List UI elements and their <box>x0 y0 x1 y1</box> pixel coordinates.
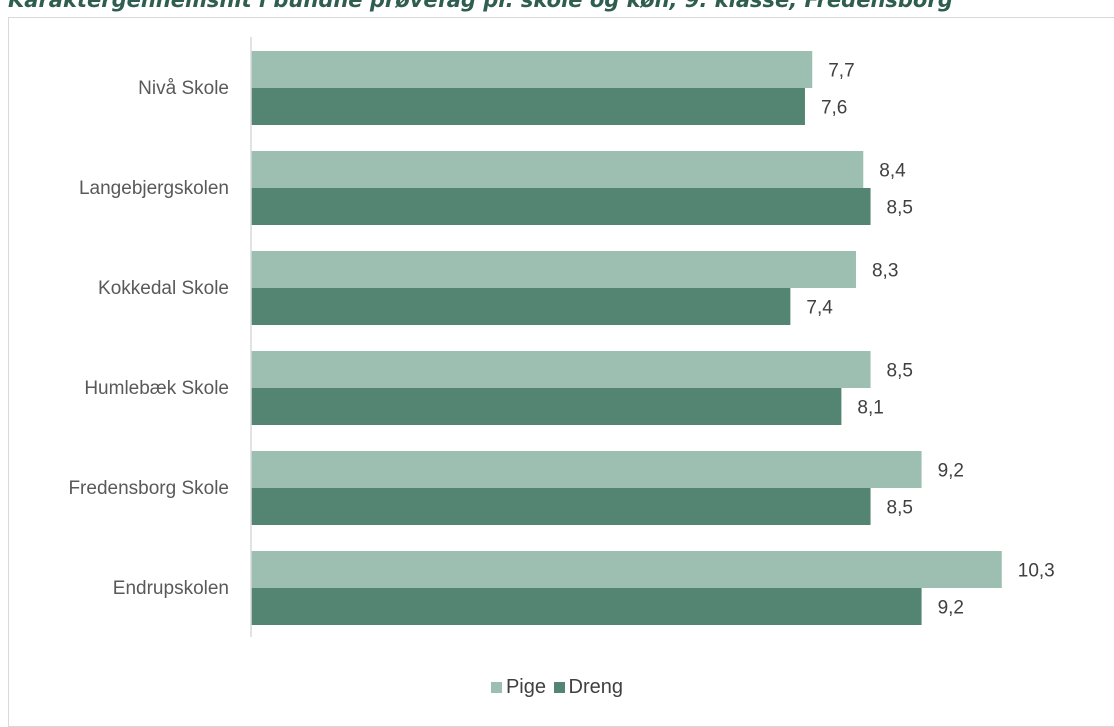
data-label-pige: 8,4 <box>879 161 906 182</box>
data-label-pige: 10,3 <box>1018 561 1055 582</box>
chart-title: Karaktergennemsnit i bundne prøvefag pr.… <box>8 0 953 12</box>
data-label-pige: 8,5 <box>887 361 913 382</box>
bar-dreng <box>251 388 842 425</box>
data-label-pige: 8,3 <box>872 261 898 282</box>
data-label-dreng: 8,5 <box>887 498 913 519</box>
data-label-dreng: 9,2 <box>938 598 964 619</box>
category-label: Nivå Skole <box>138 78 229 99</box>
legend-swatch-dreng <box>553 682 565 693</box>
legend-label-dreng: Dreng <box>568 676 624 698</box>
data-label-pige: 7,7 <box>828 61 854 82</box>
legend-swatch-pige <box>490 682 502 693</box>
legend-item-dreng: Dreng <box>553 676 624 699</box>
data-label-dreng: 8,1 <box>857 398 883 419</box>
bar-pige <box>251 251 856 288</box>
bar-dreng <box>251 188 871 225</box>
bar-pige <box>251 51 813 88</box>
data-label-dreng: 7,4 <box>806 298 833 319</box>
category-label: Endrupskolen <box>113 578 229 599</box>
bar-dreng <box>251 288 791 325</box>
bar-dreng <box>251 488 871 525</box>
bar-pige <box>251 451 922 488</box>
category-label: Fredensborg Skole <box>68 478 229 499</box>
bar-dreng <box>251 88 805 125</box>
value-labels: 7,77,68,48,58,37,48,58,19,28,510,39,2 <box>806 61 1054 619</box>
data-label-dreng: 7,6 <box>821 98 847 119</box>
data-label-pige: 9,2 <box>938 461 964 482</box>
legend-item-pige: Pige <box>490 676 546 699</box>
category-label: Kokkedal Skole <box>98 278 229 299</box>
category-labels: Nivå Skole Langebjergskolen Kokkedal Skole… <box>68 78 229 599</box>
bar-dreng <box>251 588 922 625</box>
category-label: Humlebæk Skole <box>84 378 229 399</box>
data-label-dreng: 8,5 <box>887 198 913 219</box>
legend-label-pige: Pige <box>505 676 546 698</box>
bar-pige <box>251 151 864 188</box>
bar-pige <box>251 351 871 388</box>
bar-pige <box>251 551 1002 588</box>
legend: Pige Dreng <box>0 676 1114 699</box>
category-label: Langebjergskolen <box>79 178 229 199</box>
bars <box>251 51 1002 625</box>
